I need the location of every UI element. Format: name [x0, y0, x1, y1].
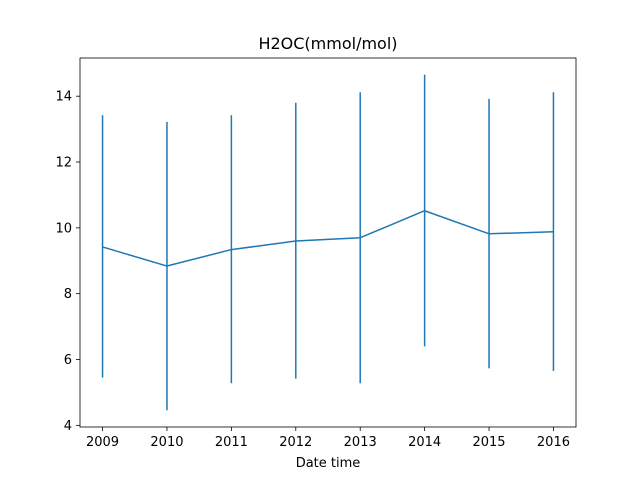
- plot-frame: [79, 57, 577, 428]
- y-tick-label-4: 4: [64, 419, 72, 434]
- x-tick-label-2012: 2012: [279, 435, 312, 450]
- y-tick-label-14: 14: [55, 90, 72, 105]
- y-tick-label-6: 6: [64, 353, 72, 368]
- y-tick-label-12: 12: [55, 156, 72, 171]
- chart-title: H2OC(mmol/mol): [258, 34, 397, 53]
- x-tick-label-2014: 2014: [408, 435, 441, 450]
- x-tick-label-2016: 2016: [537, 435, 570, 450]
- x-tick-label-2010: 2010: [150, 435, 183, 450]
- axes: 2009 2010 2011 2012 2013 2014 2015 2016 4 6 8 10 12 1…: [55, 57, 577, 450]
- x-tick-label-2015: 2015: [472, 435, 505, 450]
- x-tick-label-2013: 2013: [344, 435, 377, 450]
- plot-marks: [101, 74, 555, 411]
- x-axis-label: Date time: [296, 456, 361, 471]
- y-tick-label-8: 8: [64, 287, 72, 302]
- y-tick-label-10: 10: [55, 221, 72, 236]
- x-tick-label-2009: 2009: [86, 435, 119, 450]
- x-tick-label-2011: 2011: [215, 435, 248, 450]
- series-line: [102, 209, 554, 267]
